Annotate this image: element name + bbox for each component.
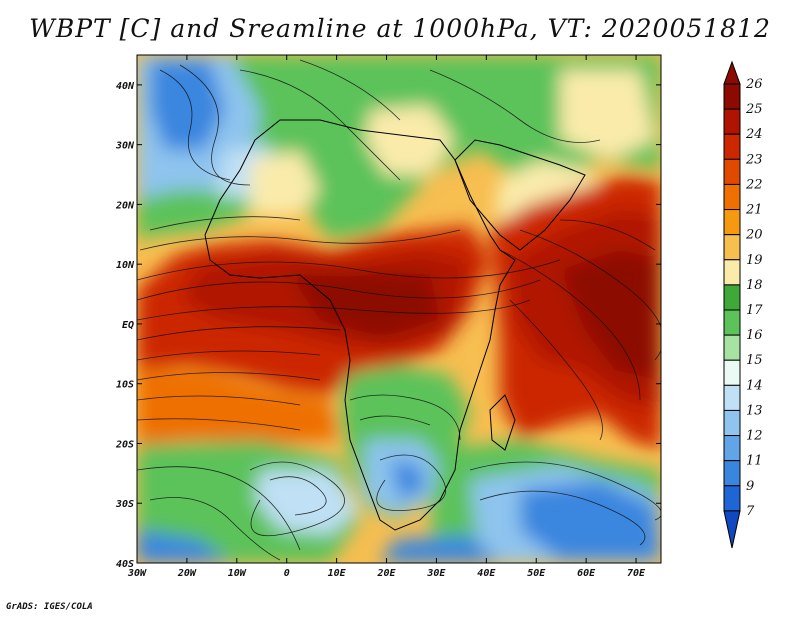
lat-tick-label: 20S — [115, 439, 134, 450]
lat-tick-label: 20N — [115, 200, 135, 211]
lon-tick-label: 70E — [627, 568, 646, 579]
colorbar-label: 18 — [746, 278, 763, 293]
lat-tick-label: 10S — [116, 380, 134, 391]
colorbar-swatch — [723, 359, 741, 386]
grads-credit: GrADS: IGES/COLA — [6, 602, 93, 612]
colorbar-label: 7 — [746, 504, 755, 519]
colorbar-label: 17 — [746, 303, 763, 318]
colorbar-swatch — [723, 209, 741, 236]
lat-tick-label: EQ — [122, 320, 134, 331]
colorbar-swatch — [723, 309, 741, 336]
colorbar-swatch — [723, 334, 741, 361]
colorbar-bottom-arrow — [723, 510, 741, 549]
colorbar-label: 20 — [745, 228, 763, 243]
streamlines — [137, 59, 661, 561]
lon-tick-label: 30E — [426, 568, 446, 579]
colorbar-label: 12 — [746, 429, 763, 444]
coastlines — [204, 119, 586, 531]
colorbar: 26 25 24 23 22 21 20 19 18 17 16 15 14 13 12 11 9 7 — [723, 60, 763, 549]
colorbar-label: 11 — [746, 454, 763, 469]
colorbar-label: 19 — [746, 253, 763, 268]
lat-tick-label: 10N — [116, 260, 135, 271]
colorbar-label: 13 — [746, 403, 763, 418]
colorbar-swatch — [723, 435, 741, 462]
colorbar-swatch — [723, 284, 741, 311]
colorbar-swatch — [723, 234, 741, 261]
colorbar-swatch — [723, 384, 741, 411]
colorbar-label: 14 — [746, 378, 763, 393]
lon-tick-label: 40E — [477, 568, 496, 579]
latitude-axis: 40N 30N 20N 10N EQ 10S 20S 30S 40S — [115, 81, 661, 570]
lon-tick-label: 10E — [328, 568, 347, 579]
lon-tick-label: 10W — [228, 568, 247, 579]
lon-tick-label: 60E — [577, 568, 596, 579]
lon-tick-label: 30W — [127, 568, 147, 579]
colorbar-label: 9 — [746, 479, 754, 494]
colorbar-label: 15 — [746, 353, 763, 368]
colorbar-label: 24 — [745, 127, 763, 142]
lat-tick-label: 40N — [116, 81, 135, 92]
lon-tick-label: 0 — [284, 568, 290, 579]
map-title: WBPT [C] and Sreamline at 1000hPa, VT: 2… — [29, 14, 771, 43]
colorbar-swatch — [723, 259, 741, 286]
map-frame — [136, 54, 662, 564]
colorbar-swatch — [723, 183, 741, 211]
colorbar-label: 25 — [745, 102, 763, 117]
colorbar-label: 16 — [746, 328, 763, 343]
colorbar-label: 22 — [745, 177, 763, 192]
lon-tick-label: 20W — [177, 568, 197, 579]
lon-tick-label: 50E — [527, 568, 546, 579]
lat-tick-label: 30N — [115, 141, 135, 152]
lon-tick-label: 20E — [376, 568, 396, 579]
colorbar-swatch — [723, 133, 741, 160]
colorbar-swatch — [723, 108, 741, 135]
colorbar-swatch — [723, 158, 741, 185]
colorbar-top-arrow — [723, 60, 741, 85]
colorbar-label: 23 — [745, 152, 763, 167]
wbpt-shading — [137, 55, 661, 563]
colorbar-swatch — [723, 460, 741, 487]
colorbar-swatch — [723, 485, 741, 512]
colorbar-swatch — [723, 83, 741, 110]
colorbar-swatch — [723, 409, 741, 437]
colorbar-label: 21 — [745, 203, 763, 218]
colorbar-label: 26 — [745, 77, 763, 92]
lat-tick-label: 30S — [115, 499, 134, 510]
longitude-axis: 30W 20W 10W 0 10E 20E 30E 40E 50E 60E 70E — [127, 55, 646, 579]
lat-tick-label: 40S — [116, 559, 134, 570]
